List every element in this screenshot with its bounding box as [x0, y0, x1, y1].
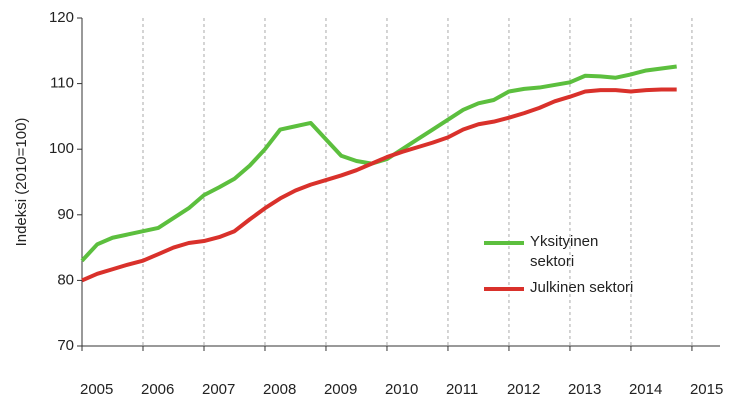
- legend-label: Julkinen sektori: [530, 279, 634, 296]
- y-tick-label: 120: [49, 9, 74, 26]
- y-tick-label: 70: [57, 337, 74, 354]
- x-tick-label: 2011: [446, 381, 478, 398]
- y-tick-label: 100: [49, 140, 74, 157]
- y-tick-label: 110: [50, 75, 74, 92]
- x-tick-label: 2015: [690, 381, 723, 398]
- legend-item: Julkinen sektori: [484, 278, 680, 298]
- x-tick-label: 2007: [202, 381, 235, 398]
- y-tick-label: 90: [57, 206, 74, 223]
- legend-item: Yksityinen sektori: [484, 232, 680, 272]
- legend: Yksityinen sektori Julkinen sektori: [484, 232, 680, 304]
- legend-label: Yksityinen sektori: [530, 233, 599, 270]
- x-tick-label: 2009: [324, 381, 357, 398]
- x-tick-label: 2008: [263, 381, 296, 398]
- y-tick-label: 80: [57, 271, 74, 288]
- y-axis-label: Indeksi (2010=100): [13, 118, 30, 247]
- x-tick-label: 2012: [507, 381, 540, 398]
- x-tick-label: 2005: [80, 381, 113, 398]
- legend-swatch: [484, 241, 524, 245]
- x-tick-label: 2013: [568, 381, 601, 398]
- x-tick-label: 2010: [385, 381, 418, 398]
- legend-swatch: [484, 287, 524, 291]
- x-tick-label: 2014: [629, 381, 662, 398]
- x-tick-label: 2006: [141, 381, 174, 398]
- series-line: [81, 87, 677, 283]
